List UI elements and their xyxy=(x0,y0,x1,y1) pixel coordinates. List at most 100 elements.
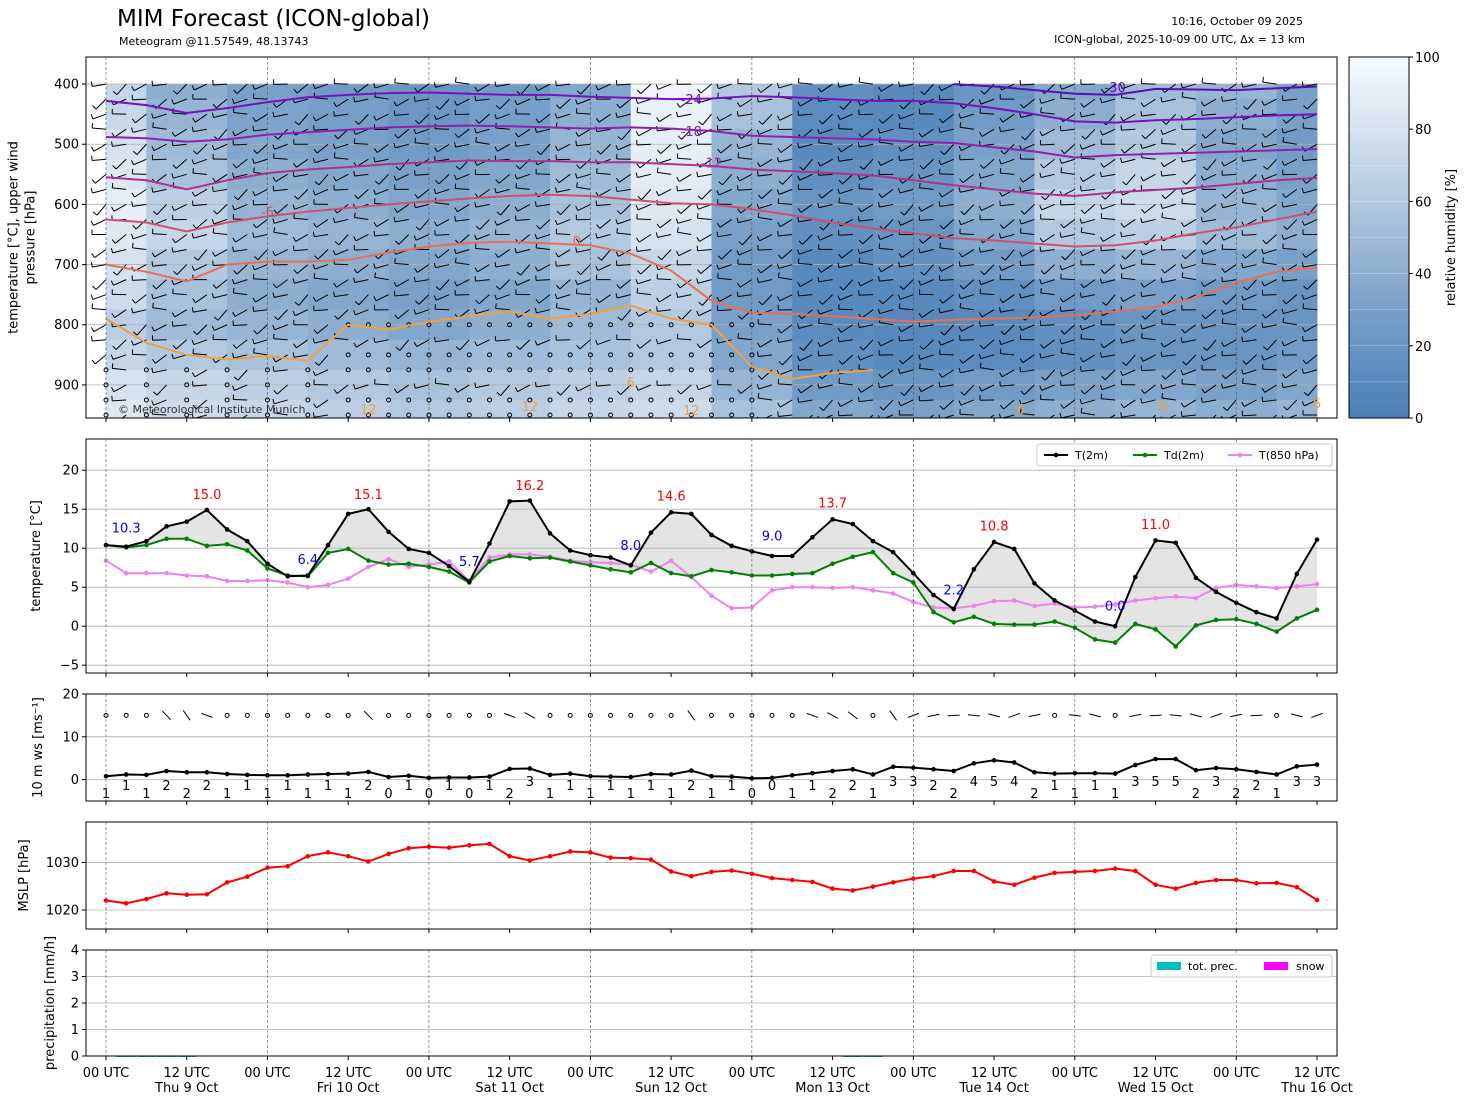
wind-barb xyxy=(153,113,167,119)
data-point-td2m xyxy=(204,543,210,549)
wind-barb-flag xyxy=(151,367,154,373)
wind-barb xyxy=(515,218,530,221)
wind-barb xyxy=(1202,82,1217,85)
wind-barb xyxy=(1044,369,1055,381)
wind-barb xyxy=(516,249,530,254)
wind-barb xyxy=(758,279,773,284)
wind-speed-point xyxy=(789,773,795,778)
wind-barb xyxy=(577,203,591,211)
wind-barb xyxy=(296,339,309,349)
wind-barb xyxy=(657,83,672,90)
wind-barb-flag xyxy=(455,346,461,351)
max-temp-label: 13.7 xyxy=(818,497,847,512)
wind-barb-flag xyxy=(1041,196,1046,201)
wind-speed-value-label: 3 xyxy=(1313,775,1321,790)
wind-barb-flag xyxy=(373,156,376,163)
data-point-t850 xyxy=(1213,585,1219,591)
wind-barb xyxy=(1181,383,1196,386)
wind-barb-flag xyxy=(878,193,883,198)
wind-barb xyxy=(115,339,127,350)
y-tick-label: 0 xyxy=(71,620,79,635)
wind-barb-flag xyxy=(1262,239,1267,245)
wind-barb-flag xyxy=(837,82,840,88)
wind-barb-flag xyxy=(857,216,860,222)
wind-barb-flag xyxy=(857,248,861,254)
precip-legend: tot. prec. snow xyxy=(1150,954,1333,978)
x-tick-label: 00 UTC xyxy=(567,1066,613,1081)
wind-barb xyxy=(419,219,430,231)
wind-speed-value-label: 5 xyxy=(990,775,998,790)
wind-barb xyxy=(1000,339,1015,346)
wind-barb-flag xyxy=(797,142,800,148)
wind-barb xyxy=(1263,249,1277,255)
wind-barb-flag xyxy=(454,207,458,213)
wind-barb-flag xyxy=(636,287,639,294)
wind-barb xyxy=(980,173,995,179)
wind-speed-point xyxy=(406,773,412,779)
wind-barb xyxy=(296,264,309,274)
wind-barb-flag xyxy=(1019,177,1024,183)
wind-barb-flag xyxy=(857,142,860,148)
calm-wind-marker xyxy=(406,352,412,358)
wind-barb xyxy=(293,173,308,178)
colorbar-tick-label: 20 xyxy=(1415,340,1432,355)
data-point-t2m xyxy=(608,555,613,560)
wind-barb xyxy=(173,354,187,360)
wind-barb-flag xyxy=(919,420,922,424)
wind-barb xyxy=(1081,188,1096,192)
wind-barb xyxy=(257,249,268,261)
colorbar-tick-label: 0 xyxy=(1415,412,1423,427)
mslp-point xyxy=(144,896,149,902)
wind-barb xyxy=(941,83,954,92)
wind-barb xyxy=(687,710,696,721)
wind-barb xyxy=(1226,399,1237,411)
wind-barb xyxy=(418,294,430,305)
wind-barb xyxy=(1060,171,1075,175)
wind-barb xyxy=(435,158,450,162)
wind-barb xyxy=(847,711,858,720)
wind-barb-flag xyxy=(817,128,820,134)
wind-barb xyxy=(233,292,248,296)
wind-barb xyxy=(738,249,753,256)
wind-speed-value-label: 1 xyxy=(869,787,877,802)
rh-cell xyxy=(630,219,712,251)
wind-barb-flag xyxy=(919,345,924,350)
wind-barb xyxy=(1245,354,1257,365)
wind-barb-flag xyxy=(778,254,783,260)
wind-barb-flag xyxy=(1221,318,1224,324)
wind-barb xyxy=(779,294,793,302)
wind-barb xyxy=(618,173,632,183)
legend-box xyxy=(1036,443,1333,467)
wind-barb xyxy=(276,204,288,214)
wind-barb xyxy=(314,233,329,238)
wind-barb xyxy=(840,324,854,333)
legend-label-tot-prec: tot. prec. xyxy=(1188,960,1238,973)
wind-barb-flag xyxy=(596,224,601,229)
mslp-point xyxy=(668,869,674,874)
rh-cell xyxy=(1115,159,1197,190)
wind-barb xyxy=(95,98,107,110)
wind-barb-flag xyxy=(132,150,138,156)
wind-barb-flag xyxy=(213,316,219,321)
wind-barb-flag xyxy=(1282,119,1287,124)
rh-cell xyxy=(792,219,874,251)
wind-barb xyxy=(132,234,147,240)
wind-barb xyxy=(1223,339,1237,348)
rh-cell xyxy=(630,339,712,371)
wind-barb xyxy=(1081,143,1096,150)
wind-barb xyxy=(1242,233,1257,236)
wind-barb-flag xyxy=(112,90,118,96)
wind-barb xyxy=(536,203,551,207)
wind-barb xyxy=(859,143,874,148)
wind-barb xyxy=(879,203,894,208)
wind-barb-flag xyxy=(494,253,499,258)
wind-barb-flag xyxy=(1140,176,1144,182)
calm-wind-marker xyxy=(648,352,654,358)
wind-barb-flag xyxy=(1099,204,1103,210)
wind-barb-flag xyxy=(857,100,861,106)
rh-cell xyxy=(1115,399,1197,418)
wind-barb xyxy=(988,713,1001,718)
wind-barb-flag xyxy=(798,314,803,320)
y-tick-label: 5 xyxy=(71,581,79,596)
wind-barb xyxy=(93,143,107,152)
